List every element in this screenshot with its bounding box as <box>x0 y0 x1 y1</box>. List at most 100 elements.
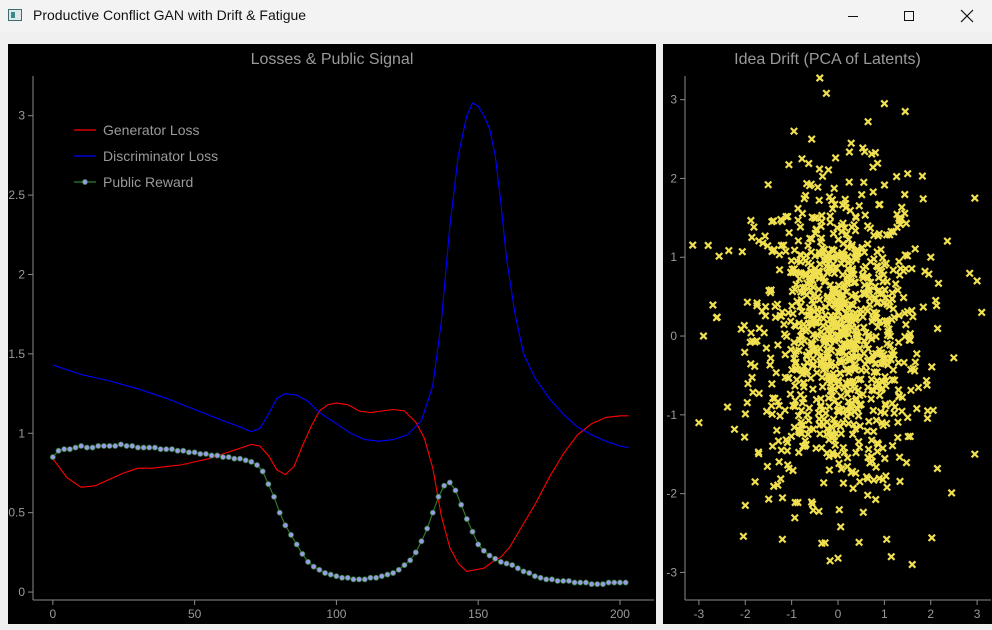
scatter-point <box>790 338 799 347</box>
public-reward-point <box>83 444 90 451</box>
scatter-point <box>876 245 885 254</box>
scatter-point <box>911 358 920 367</box>
scatter-point <box>849 301 858 310</box>
x-tick-label: 0 <box>50 607 57 621</box>
scatter-point <box>797 295 806 304</box>
window-titlebar: Productive Conflict GAN with Drift & Fat… <box>0 0 992 32</box>
scatter-point <box>767 379 776 388</box>
scatter-point <box>926 253 935 262</box>
scatter-point <box>823 372 832 380</box>
public-reward-point <box>191 449 198 456</box>
scatter-point <box>923 414 932 423</box>
scatter-point <box>724 246 733 255</box>
scatter-point <box>825 192 834 201</box>
scatter-point <box>740 321 749 330</box>
scatter-point <box>845 354 854 363</box>
scatter-point <box>943 237 952 246</box>
scatter-point <box>784 308 793 317</box>
scatter-point <box>859 323 868 332</box>
scatter-point <box>772 368 781 377</box>
scatter-point <box>970 194 979 203</box>
scatter-point <box>821 364 830 373</box>
scatter-point <box>886 341 895 350</box>
scatter-point <box>794 236 803 245</box>
scatter-point <box>752 336 761 345</box>
public-reward-point <box>622 579 629 586</box>
public-reward-point <box>168 446 175 453</box>
scatter-point <box>778 308 787 317</box>
scatter-point <box>786 390 795 399</box>
scatter-point <box>835 406 844 415</box>
scatter-point <box>839 479 848 488</box>
scatter-point <box>817 358 826 367</box>
scatter-point <box>795 336 804 345</box>
scatter-point <box>861 211 870 220</box>
scatter-point <box>872 332 880 341</box>
scatter-point <box>826 212 835 221</box>
scatter-point <box>815 74 824 82</box>
minimize-button[interactable] <box>830 0 876 32</box>
scatter-point <box>775 265 784 274</box>
scatter-point <box>856 305 865 314</box>
public-reward-point <box>89 444 96 451</box>
public-reward-point <box>66 446 73 453</box>
losses-chart: 0 0.5 1 1.5 2 2.5 3 0 50 100 150 200 Generator Loss D… <box>8 76 654 621</box>
scatter-point <box>875 349 884 358</box>
scatter-point <box>807 498 816 506</box>
scatter-point <box>867 375 876 384</box>
scatter-point <box>798 398 807 407</box>
drift-chart: -3 -2 -1 0 1 2 3 -3 -2 -1 0 1 2 3 <box>666 74 991 621</box>
scatter-point <box>841 327 850 336</box>
scatter-point <box>805 234 814 243</box>
scatter-point <box>859 390 867 399</box>
scatter-point <box>877 348 886 357</box>
scatter-point <box>854 411 863 420</box>
scatter-point <box>849 360 858 369</box>
public-reward-point <box>282 522 289 529</box>
scatter-point <box>874 440 883 449</box>
scatter-point <box>813 183 822 192</box>
scatter-point <box>889 266 898 275</box>
scatter-point <box>823 353 832 362</box>
public-reward-point <box>594 581 601 588</box>
scatter-point <box>812 214 820 222</box>
scatter-point <box>808 296 817 305</box>
scatter-point <box>776 474 785 483</box>
x-tick-label: 3 <box>974 607 981 621</box>
public-reward-point <box>577 579 584 586</box>
scatter-point <box>889 304 898 313</box>
scatter-point <box>819 321 828 330</box>
public-reward-point <box>373 574 380 581</box>
scatter-point <box>767 217 776 226</box>
scatter-point <box>794 411 803 420</box>
scatter-point <box>773 300 782 309</box>
public-reward-point <box>72 444 79 451</box>
scatter-point <box>829 253 838 262</box>
x-tick-label: 150 <box>468 607 488 621</box>
public-reward-point <box>384 571 391 578</box>
scatter-point <box>903 413 912 422</box>
scatter-point <box>895 257 903 266</box>
maximize-icon <box>904 11 914 21</box>
y-tick-label: 0.5 <box>8 506 25 520</box>
y-tick-label: 1 <box>670 250 677 264</box>
scatter-point <box>778 493 787 502</box>
scatter-point <box>798 154 806 163</box>
scatter-point <box>790 264 799 273</box>
public-reward-point <box>78 443 85 449</box>
scatter-point <box>827 245 836 254</box>
close-button[interactable] <box>944 0 990 32</box>
scatter-point <box>859 178 868 187</box>
scatter-point <box>852 213 861 222</box>
scatter-point <box>778 535 787 544</box>
scatter-point <box>859 508 868 517</box>
public-reward-point <box>571 579 578 586</box>
scatter-point <box>815 248 824 257</box>
scatter-point <box>819 415 828 424</box>
scatter-point <box>801 436 810 445</box>
scatter-point <box>901 251 910 259</box>
scatter-point <box>801 256 810 265</box>
maximize-button[interactable] <box>886 0 932 32</box>
public-reward-point <box>554 577 561 584</box>
scatter-point <box>751 477 760 486</box>
